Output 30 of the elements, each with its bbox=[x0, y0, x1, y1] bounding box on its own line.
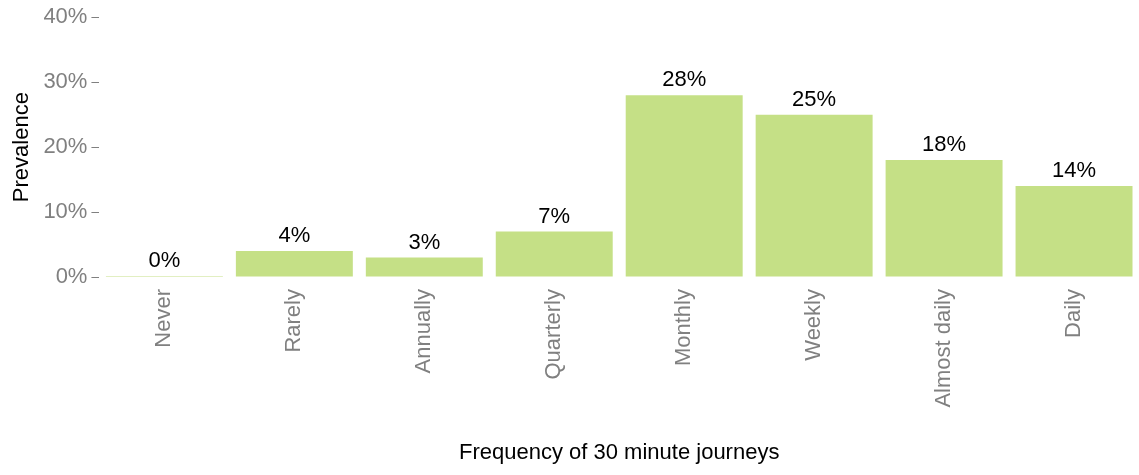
x-tick-label: Annually bbox=[410, 289, 436, 374]
data-label: 3% bbox=[408, 228, 441, 254]
x-tick-label: Daily bbox=[1060, 289, 1086, 338]
y-tick-label: 0% bbox=[55, 263, 88, 289]
x-tick-label: Almost daily bbox=[930, 289, 956, 408]
x-tick-label: Never bbox=[150, 289, 176, 348]
bar bbox=[495, 231, 613, 277]
data-label: 0% bbox=[148, 247, 181, 273]
y-tick-label: 20% bbox=[43, 133, 88, 159]
x-tick-label: Weekly bbox=[800, 289, 826, 361]
x-tick-label: Quarterly bbox=[540, 289, 566, 380]
bar bbox=[885, 160, 1003, 277]
data-label: 18% bbox=[922, 131, 967, 157]
bar bbox=[755, 114, 873, 277]
x-tick-label: Monthly bbox=[670, 289, 696, 367]
data-label: 4% bbox=[278, 222, 311, 248]
bar bbox=[235, 251, 353, 277]
data-label: 25% bbox=[792, 85, 837, 111]
y-tick-label: 30% bbox=[43, 68, 88, 94]
y-tick-label: 10% bbox=[43, 198, 88, 224]
data-label: 28% bbox=[662, 66, 707, 92]
bar bbox=[365, 257, 483, 277]
y-axis-title: Prevalence bbox=[8, 92, 34, 203]
data-label: 14% bbox=[1052, 157, 1097, 183]
x-axis-title: Frequency of 30 minute journeys bbox=[459, 438, 780, 464]
bar bbox=[1015, 186, 1133, 277]
x-tick-label: Rarely bbox=[280, 289, 306, 353]
data-label: 7% bbox=[538, 202, 571, 228]
bar bbox=[625, 95, 743, 277]
y-tick-label: 40% bbox=[43, 3, 88, 29]
